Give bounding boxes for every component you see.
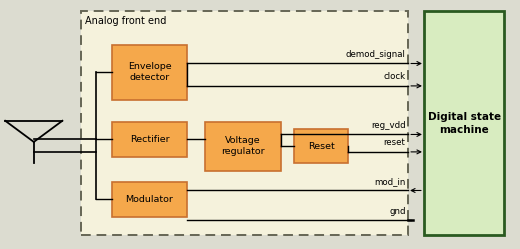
Bar bbox=[424, 11, 504, 235]
Bar bbox=[112, 45, 187, 100]
Text: Voltage
regulator: Voltage regulator bbox=[222, 136, 265, 156]
Bar bbox=[205, 122, 281, 171]
Text: mod_in: mod_in bbox=[374, 177, 406, 186]
Bar bbox=[112, 182, 187, 217]
Bar bbox=[112, 122, 187, 157]
Text: Analog front end: Analog front end bbox=[85, 16, 166, 26]
Text: demod_signal: demod_signal bbox=[346, 50, 406, 59]
Text: reg_vdd: reg_vdd bbox=[371, 121, 406, 130]
Bar bbox=[294, 129, 348, 163]
Text: Modulator: Modulator bbox=[125, 195, 174, 204]
Text: Envelope
detector: Envelope detector bbox=[128, 62, 171, 82]
Text: Reset: Reset bbox=[308, 142, 334, 151]
Bar bbox=[81, 11, 408, 235]
Text: gnd: gnd bbox=[389, 207, 406, 216]
Text: Digital state
machine: Digital state machine bbox=[427, 112, 501, 135]
Text: clock: clock bbox=[383, 72, 406, 81]
Text: Rectifier: Rectifier bbox=[129, 135, 170, 144]
Text: reset: reset bbox=[384, 138, 406, 147]
